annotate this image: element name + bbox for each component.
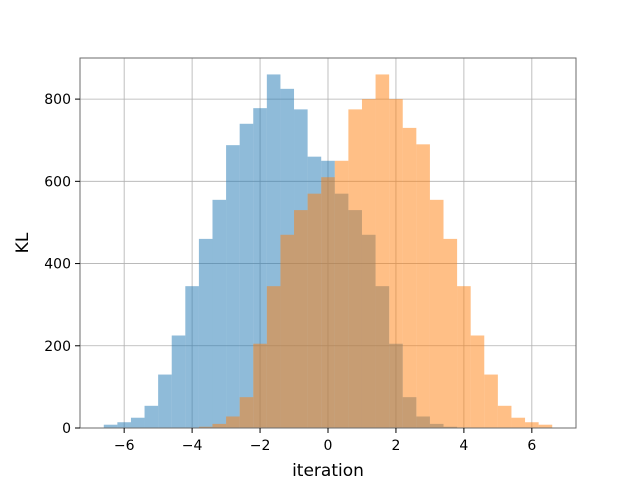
y-tick-label: 200	[44, 339, 71, 355]
x-tick-label: 4	[459, 438, 468, 454]
x-tick-label: 6	[527, 438, 536, 454]
histogram-bar	[402, 127, 417, 428]
histogram-bar	[334, 160, 349, 428]
y-tick-label: 400	[44, 257, 71, 273]
histogram-bar	[307, 193, 322, 428]
histogram-bar	[171, 335, 186, 428]
histogram-bar	[212, 199, 227, 428]
x-tick-label: −6	[114, 438, 135, 454]
x-tick-label: 0	[324, 438, 333, 454]
histogram-bar	[198, 238, 213, 428]
histogram-bar	[525, 422, 539, 428]
histogram-bar	[185, 286, 199, 428]
histogram-bar	[457, 286, 471, 428]
histogram-bar	[429, 199, 444, 428]
histogram-bar	[511, 417, 526, 428]
histogram-bar	[266, 286, 281, 428]
y-tick-label: 0	[62, 421, 71, 437]
histogram-bar	[239, 123, 254, 429]
histogram-bar	[253, 343, 267, 428]
y-axis-label: KL	[13, 232, 33, 253]
histogram-bar	[484, 374, 498, 428]
histogram-bar	[158, 374, 172, 428]
histogram-bar	[226, 145, 240, 428]
histogram-bars	[103, 74, 553, 429]
y-tick-label: 600	[44, 174, 71, 190]
histogram-bar	[416, 144, 430, 429]
y-axis-ticks: 0 200 400 600 800	[44, 92, 80, 437]
histogram-bar	[497, 405, 512, 428]
histogram-bar	[348, 109, 362, 428]
histogram-bar	[144, 405, 159, 428]
histogram-bar	[361, 99, 376, 428]
histogram-bar	[280, 234, 295, 428]
histogram-bar	[103, 424, 118, 428]
histogram-bar	[443, 238, 458, 428]
x-tick-label: −4	[182, 438, 203, 454]
histogram-bar	[294, 210, 308, 428]
x-tick-label: 2	[391, 438, 400, 454]
histogram-bar	[538, 424, 553, 428]
histogram-bar	[198, 426, 213, 428]
histogram-bar	[389, 99, 403, 428]
histogram-bar	[117, 422, 131, 428]
histogram-bar	[226, 416, 240, 428]
x-axis-ticks: −6 −4 −2 0 2 4 6	[114, 428, 536, 454]
histogram-bar	[470, 335, 485, 428]
y-tick-label: 800	[44, 92, 71, 108]
histogram-bar	[321, 177, 335, 428]
histogram-bar	[239, 397, 254, 428]
x-tick-label: −2	[250, 438, 271, 454]
histogram-bar	[375, 74, 390, 428]
x-axis-label: iteration	[292, 461, 364, 480]
series-2-bars	[198, 74, 553, 429]
histogram-bar	[212, 423, 227, 428]
histogram-bar	[130, 417, 145, 428]
